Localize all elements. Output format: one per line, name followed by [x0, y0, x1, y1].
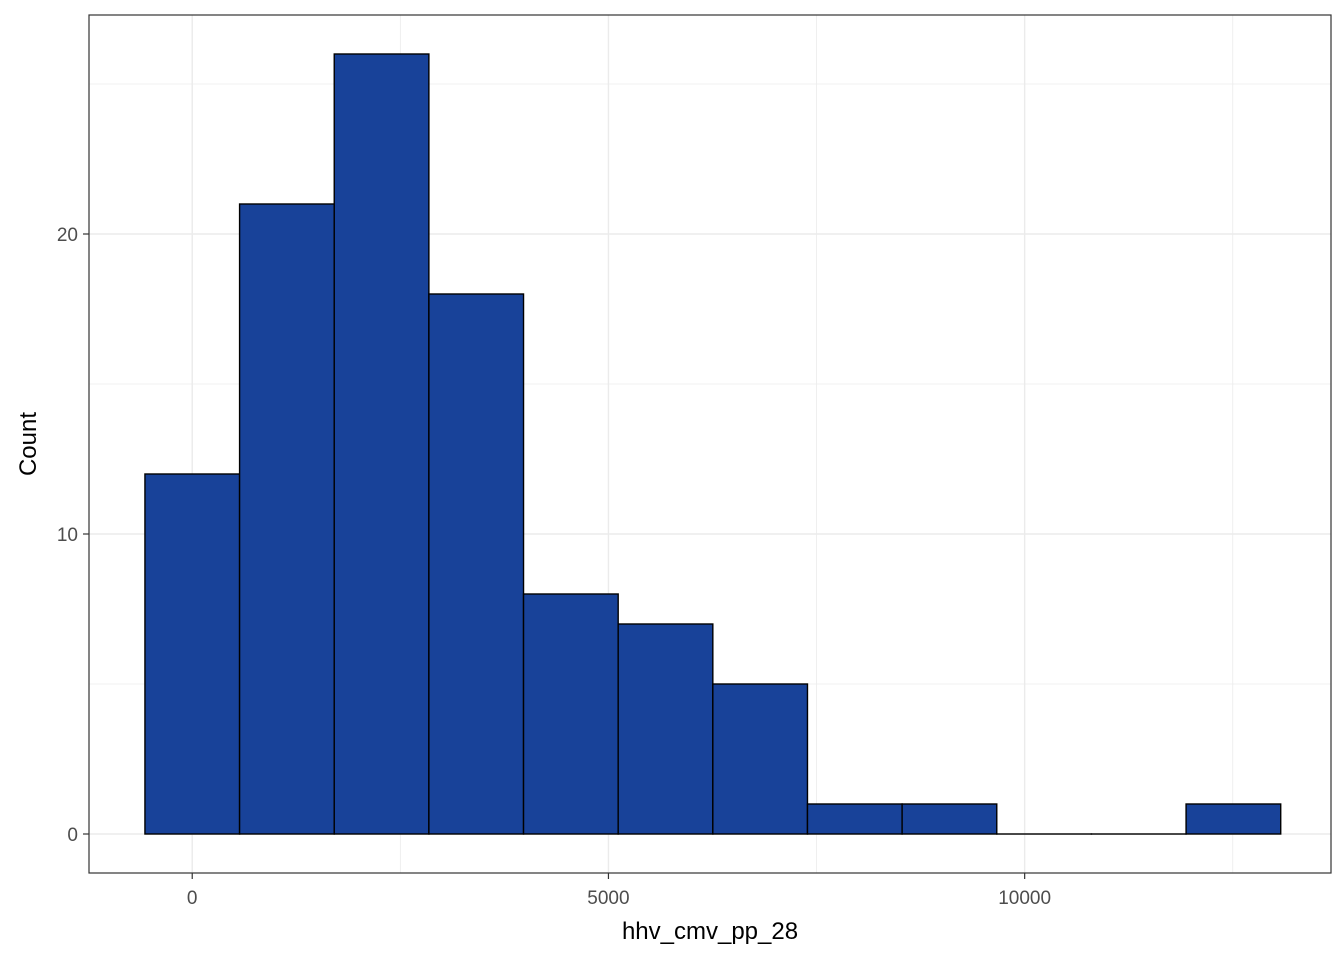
y-tick-label: 20: [57, 225, 78, 246]
histogram-bar: [333, 53, 430, 835]
y-tick-label: 10: [57, 525, 78, 546]
y-tick-label: 0: [67, 825, 78, 846]
histogram-bar: [1185, 803, 1282, 835]
histogram-bar: [144, 473, 241, 835]
axis-ticks: 0 5000 10000 0 10 20: [57, 225, 1051, 909]
histogram-bars: [144, 53, 1282, 835]
y-axis-title: Count: [15, 412, 42, 476]
x-axis-title: hhv_cmv_pp_28: [622, 918, 798, 945]
histogram-bar: [522, 593, 619, 835]
histogram-bar: [901, 803, 998, 835]
x-tick-label: 5000: [587, 888, 629, 909]
histogram-bar: [617, 623, 714, 835]
x-tick-label: 0: [187, 888, 198, 909]
x-tick-label: 10000: [998, 888, 1051, 909]
histogram-bar: [712, 683, 809, 835]
histogram-bar: [428, 293, 525, 835]
histogram-bar: [806, 803, 903, 835]
histogram-bar: [238, 203, 335, 835]
panel-border: [88, 14, 1332, 874]
